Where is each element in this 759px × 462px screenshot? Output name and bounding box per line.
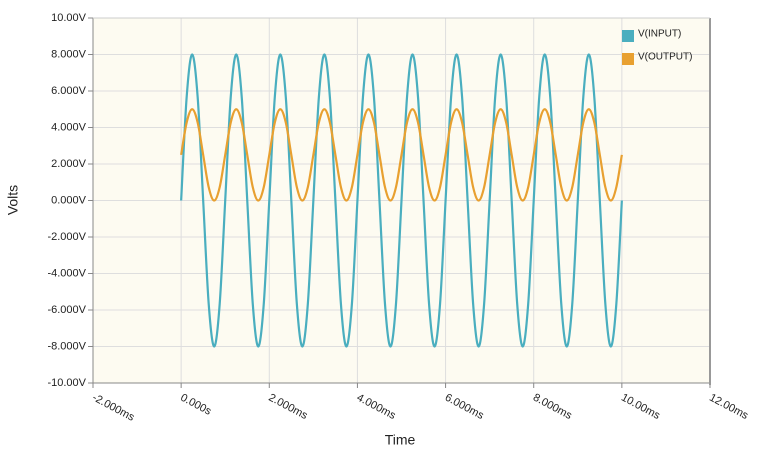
legend-label: V(INPUT)	[638, 29, 681, 40]
y-tick-label: -10.00V	[47, 377, 86, 389]
y-tick-label: -8.000V	[47, 340, 86, 352]
x-tick-label: 8.000ms	[531, 392, 574, 423]
y-tick-label: 4.000V	[51, 121, 87, 133]
x-tick-label: 6.000ms	[443, 392, 486, 423]
series-line	[180, 108, 623, 202]
y-tick-label: 2.000V	[51, 158, 87, 170]
y-tick-label: 8.000V	[51, 48, 87, 60]
y-tick-label: 0.000V	[51, 194, 87, 206]
y-tick-label: -2.000V	[47, 231, 86, 243]
y-tick-label: 6.000V	[51, 85, 87, 97]
x-tick-label: -2.000ms	[90, 392, 137, 424]
y-tick-label: 10.00V	[51, 12, 87, 24]
x-tick-label: 12.00ms	[707, 392, 750, 423]
x-tick-label: 4.000ms	[355, 392, 398, 423]
x-tick-label: 0.000s	[178, 392, 213, 418]
legend-label: V(OUTPUT)	[638, 52, 692, 63]
x-tick-label: 2.000ms	[267, 392, 310, 423]
y-tick-label: -6.000V	[47, 304, 86, 316]
x-tick-label: 10.00ms	[619, 392, 662, 423]
legend-swatch	[622, 53, 634, 65]
legend-swatch	[622, 30, 634, 42]
y-axis-title: Volts	[5, 185, 21, 215]
y-tick-label: -4.000V	[47, 267, 86, 279]
series-line	[180, 53, 623, 348]
x-axis-title: Time	[385, 432, 416, 448]
